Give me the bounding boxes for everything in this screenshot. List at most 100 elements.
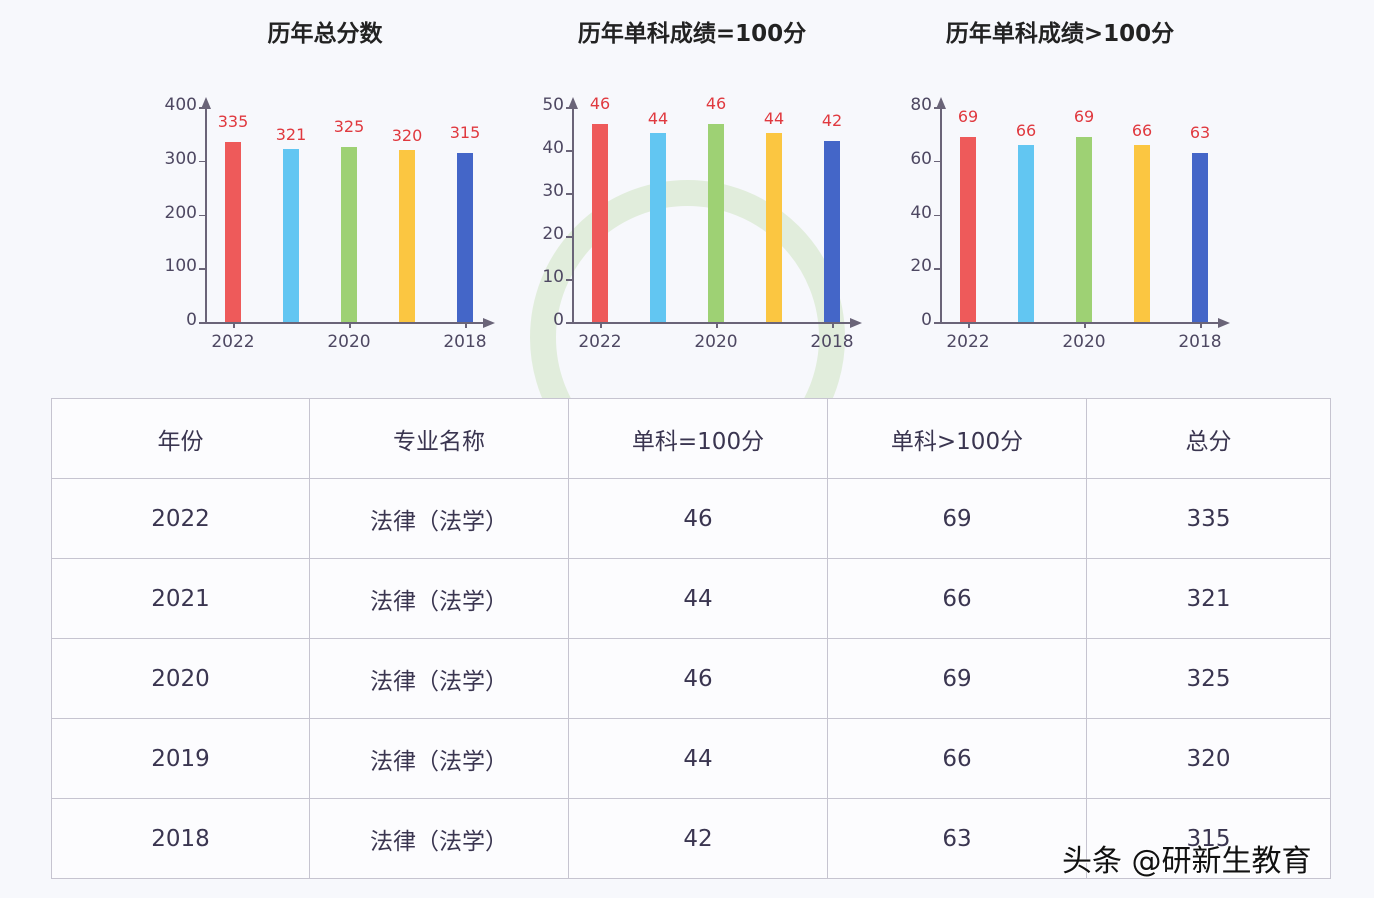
bar-2019	[1134, 144, 1150, 322]
bar-2019	[766, 132, 782, 322]
y-axis	[572, 99, 574, 322]
x-axis	[566, 322, 852, 324]
x-tick-label: 2020	[327, 332, 371, 352]
x-tick-mark	[465, 322, 467, 328]
y-tick-label: 10	[542, 267, 564, 287]
y-axis	[205, 99, 207, 322]
col-header-year: 年份	[51, 398, 310, 479]
x-tick-label: 2018	[1178, 332, 1222, 352]
bar-value-label: 335	[217, 111, 249, 131]
chart-title: 历年单科成绩=100分	[577, 21, 807, 47]
cell-total: 335	[1086, 478, 1331, 559]
col-header-total: 总分	[1086, 398, 1331, 479]
x-axis	[199, 322, 485, 324]
bar-value-label: 44	[647, 108, 669, 128]
x-axis-arrow-icon	[850, 318, 862, 328]
chart-title: 历年总分数	[267, 21, 383, 47]
bar-2019	[399, 150, 415, 322]
cell-year: 2022	[51, 478, 310, 559]
y-tick-mark	[934, 214, 940, 216]
y-axis-arrow-icon	[201, 97, 211, 109]
col-header-single-eq-100: 单科=100分	[568, 398, 828, 479]
y-tick-mark	[566, 150, 572, 152]
cell-year: 2018	[51, 798, 310, 879]
y-axis-arrow-icon	[936, 97, 946, 109]
cell-total: 320	[1086, 718, 1331, 799]
bar-2022	[225, 141, 241, 322]
x-tick-label: 2020	[694, 332, 738, 352]
bar-value-label: 69	[957, 106, 979, 126]
table-row: 2020 法律（法学） 46 69 325	[51, 638, 1331, 719]
bar-2020	[708, 124, 724, 322]
y-tick-label: 50	[542, 95, 564, 115]
y-tick-mark	[199, 107, 205, 109]
cell-major: 法律（法学）	[309, 478, 569, 559]
cell-single-gt-100: 69	[827, 638, 1087, 719]
y-tick-label: 300	[164, 148, 197, 169]
bar-2020	[341, 147, 357, 322]
bar-2021	[283, 149, 299, 322]
bar-value-label: 321	[275, 125, 307, 145]
cell-single-eq-100: 42	[568, 798, 828, 879]
cell-single-eq-100: 46	[568, 638, 828, 719]
y-tick-mark	[199, 160, 205, 163]
bar-2021	[1018, 144, 1034, 322]
y-tick-mark	[199, 268, 205, 270]
y-tick-mark	[934, 107, 940, 109]
cell-single-eq-100: 44	[568, 558, 828, 639]
col-header-single-gt-100: 单科>100分	[827, 398, 1087, 479]
bar-2018	[457, 152, 473, 322]
x-tick-label: 2022	[946, 332, 990, 352]
bar-value-label: 46	[589, 94, 611, 114]
y-tick-label: 0	[921, 310, 932, 330]
bar-value-label: 42	[821, 111, 843, 131]
y-tick-label: 0	[186, 310, 197, 330]
table-row: 2019 法律（法学） 44 66 320	[51, 718, 1331, 799]
x-tick-label: 2022	[578, 332, 622, 352]
y-tick-label: 20	[910, 256, 932, 277]
y-tick-mark	[566, 322, 572, 324]
cell-year: 2021	[51, 558, 310, 639]
x-tick-label: 2018	[443, 332, 487, 352]
cell-year: 2020	[51, 638, 310, 719]
y-tick-label: 400	[164, 95, 197, 115]
bar-value-label: 46	[705, 94, 727, 114]
x-tick-label: 2018	[810, 332, 854, 352]
cell-single-gt-100: 66	[827, 718, 1087, 799]
y-tick-mark	[199, 214, 205, 216]
y-tick-mark	[934, 268, 940, 270]
x-tick-mark	[1200, 322, 1202, 328]
bar-value-label: 66	[1015, 120, 1037, 140]
y-tick-label: 100	[164, 256, 197, 277]
x-tick-mark	[968, 322, 970, 328]
cell-major: 法律（法学）	[309, 638, 569, 719]
cell-single-eq-100: 46	[568, 478, 828, 559]
y-tick-mark	[566, 279, 572, 281]
y-tick-label: 80	[910, 95, 932, 115]
bar-value-label: 315	[449, 122, 481, 142]
y-tick-mark	[934, 160, 940, 163]
y-axis	[940, 99, 942, 322]
score-table: 年份 专业名称 单科=100分 单科>100分 总分 2022 法律（法学） 4…	[51, 398, 1331, 879]
y-tick-mark	[566, 193, 572, 195]
bar-2020	[1076, 136, 1092, 322]
bar-value-label: 320	[391, 126, 423, 145]
x-tick-label: 2020	[1062, 332, 1106, 352]
y-tick-label: 40	[910, 202, 932, 223]
y-axis-arrow-icon	[568, 97, 578, 109]
bar-value-label: 69	[1073, 106, 1095, 126]
y-tick-label: 200	[164, 202, 197, 223]
bar-value-label: 325	[333, 117, 365, 137]
bar-2018	[824, 141, 840, 322]
y-tick-label: 0	[553, 310, 564, 330]
chart-title: 历年单科成绩>100分	[945, 21, 1175, 47]
cell-major: 法律（法学）	[309, 558, 569, 639]
y-tick-mark	[566, 107, 572, 109]
col-header-major: 专业名称	[309, 398, 569, 479]
cell-single-gt-100: 69	[827, 478, 1087, 559]
cell-total: 321	[1086, 558, 1331, 639]
cell-single-gt-100: 66	[827, 558, 1087, 639]
x-tick-mark	[600, 322, 602, 328]
bar-value-label: 66	[1131, 120, 1153, 140]
x-tick-mark	[832, 322, 834, 328]
